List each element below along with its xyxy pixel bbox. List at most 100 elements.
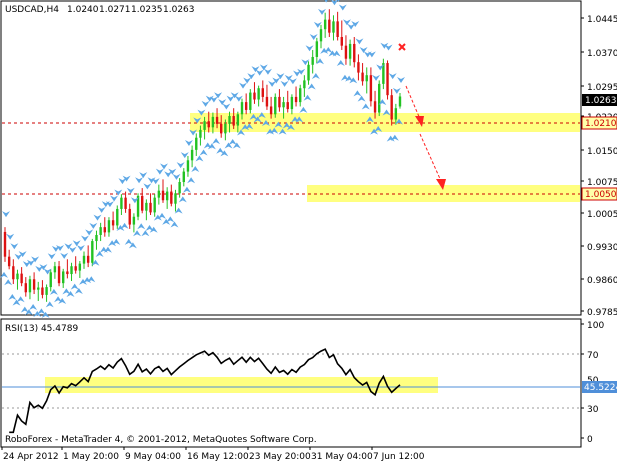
chart-header-symbol: USDCAD,H4 [5, 5, 59, 15]
candle [303, 75, 306, 97]
rsi-tick: 0 [587, 435, 593, 445]
fractal-high-icon [276, 73, 285, 80]
price-tick: 0.9860 [587, 276, 617, 286]
fractal-high-icon [272, 77, 281, 84]
fractal-low-icon [178, 196, 187, 203]
candle [141, 188, 144, 214]
candle [323, 12, 327, 38]
fractal-low-icon [149, 226, 158, 233]
candle [340, 20, 343, 51]
candle [57, 261, 61, 287]
price-tick: 1.0075 [587, 178, 617, 188]
candle [215, 108, 219, 129]
fractal-low-icon [386, 135, 395, 142]
rsi-axis[interactable]: 100 70 30 0 [581, 321, 604, 445]
candle [220, 115, 223, 138]
candle [12, 259, 15, 285]
fractal-high-icon [372, 74, 381, 81]
upper-zone[interactable] [190, 113, 580, 132]
fractal-low-icon [24, 309, 33, 316]
chart-header-open: 1.0240 [67, 5, 99, 15]
fractal-low-icon [112, 238, 121, 245]
candle [190, 145, 194, 168]
fractal-low-icon [116, 225, 125, 232]
chart-header-high: 1.0271 [99, 5, 131, 15]
fractal-low-icon [303, 94, 312, 101]
fractal-low-icon [270, 127, 279, 134]
fractal-low-icon [170, 221, 179, 228]
candle [315, 37, 319, 64]
fractal-low-icon [336, 60, 345, 67]
price-axis[interactable]: 1.0445 1.0370 1.0295 1.0220 1.0150 1.007… [581, 15, 617, 318]
candle [294, 86, 298, 107]
fractal-low-icon [124, 238, 133, 245]
fractal-high-icon [6, 233, 15, 240]
candle [91, 238, 94, 267]
fractal-high-icon [297, 68, 306, 75]
fractal-low-icon [199, 149, 208, 156]
fractal-high-icon [151, 178, 160, 185]
fractal-low-icon [365, 116, 374, 123]
fractal-low-icon [70, 283, 79, 290]
fractal-low-icon [141, 230, 150, 237]
fractal-high-icon [56, 245, 65, 252]
fractal-low-icon [232, 142, 241, 149]
fractal-low-icon [120, 222, 129, 229]
fractal-high-icon [218, 99, 227, 106]
candle [82, 251, 86, 269]
time-axis[interactable]: 24 Apr 2012 1 May 20:00 9 May 04:00 16 M… [1, 447, 425, 462]
candle [382, 58, 385, 90]
fractal-low-icon [166, 216, 175, 223]
fractal-high-icon [105, 201, 114, 208]
candle [265, 84, 269, 110]
candle [41, 280, 44, 299]
fractal-low-icon [103, 246, 112, 253]
candle [195, 133, 198, 156]
time-tick: 7 Jun 12:00 [373, 452, 425, 462]
fractal-high-icon [222, 103, 231, 110]
candle [49, 269, 52, 292]
rsi-zone[interactable] [45, 377, 438, 393]
fractal-low-icon [311, 73, 320, 80]
fractal-high-icon [243, 77, 252, 84]
fractal-high-icon [18, 251, 27, 258]
fractal-high-icon [247, 73, 256, 80]
fractal-low-icon [4, 279, 13, 286]
candle [278, 89, 281, 112]
fractal-low-icon [79, 278, 87, 285]
fractal-low-icon [257, 112, 266, 119]
price-tick: 1.0445 [587, 15, 617, 25]
fractal-high-icon [26, 259, 35, 266]
candle [62, 268, 65, 288]
level-upper-text: 1.0210 [585, 119, 617, 129]
candle [353, 36, 356, 68]
fractal-high-icon [193, 117, 202, 124]
price-pane[interactable] [0, 0, 582, 316]
fractal-high-icon [135, 177, 144, 184]
fractal-low-icon [245, 123, 254, 130]
fractal-low-icon [29, 304, 38, 311]
fractal-high-icon [180, 152, 189, 159]
fractal-high-icon [318, 8, 326, 15]
time-tick: 24 Apr 2012 [3, 452, 59, 462]
fractal-high-icon [251, 66, 260, 73]
lower-zone[interactable] [307, 185, 580, 202]
fractal-high-icon [2, 211, 10, 218]
candle [95, 230, 98, 250]
fractal-high-icon [168, 168, 177, 175]
fractal-low-icon [332, 50, 341, 57]
fractal-low-icon [224, 142, 233, 149]
fractal-high-icon [81, 235, 89, 242]
fractal-low-icon [41, 311, 50, 318]
fractal-low-icon [299, 106, 308, 113]
fractal-high-icon [31, 256, 40, 263]
rsi-tick: 30 [587, 405, 599, 415]
fractal-high-icon [122, 175, 131, 182]
fractal-low-icon [195, 155, 204, 162]
fractal-high-icon [76, 245, 85, 252]
level-lower-text: 1.0050 [585, 190, 617, 200]
fractal-high-icon [338, 4, 347, 11]
fractal-high-icon [97, 206, 106, 213]
candle [186, 155, 190, 177]
